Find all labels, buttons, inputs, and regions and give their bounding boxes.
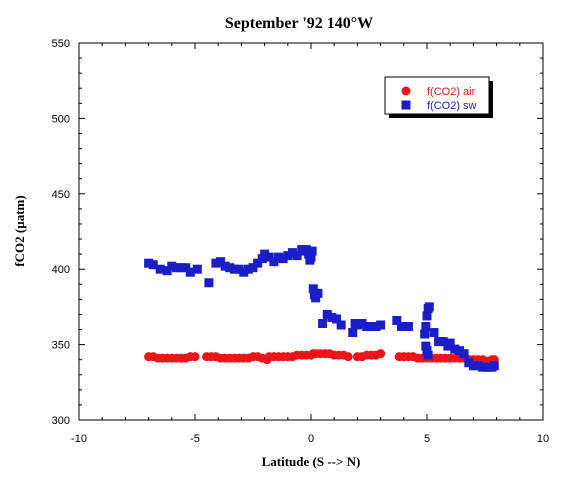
- sw-point: [450, 344, 460, 354]
- air-point: [376, 349, 386, 359]
- sw-point: [454, 346, 464, 356]
- y-tick-label: 400: [52, 264, 70, 276]
- chart-title: September '92 140°W: [225, 15, 373, 32]
- y-axis-label: fCO2 (µatm): [12, 195, 27, 266]
- air-point: [343, 352, 353, 362]
- sw-point: [348, 328, 358, 338]
- sw-point: [445, 338, 455, 348]
- sw-point: [176, 263, 186, 273]
- y-tick-label: 450: [52, 189, 70, 201]
- sw-point: [155, 264, 165, 274]
- sw-point: [269, 257, 279, 267]
- sw-point: [422, 346, 432, 356]
- sw-point: [171, 263, 181, 273]
- sw-point: [264, 252, 274, 262]
- sw-point: [423, 350, 433, 360]
- sw-point: [185, 267, 195, 277]
- sw-point: [424, 302, 434, 312]
- sw-point: [376, 320, 386, 330]
- sw-point: [301, 245, 311, 255]
- sw-point: [144, 258, 154, 268]
- sw-point: [311, 293, 321, 303]
- y-tick-label: 500: [52, 113, 70, 125]
- sw-point: [459, 349, 469, 359]
- y-tick-label: 350: [52, 340, 70, 352]
- sw-point: [468, 361, 478, 371]
- sw-point: [362, 322, 372, 332]
- sw-point: [243, 264, 253, 274]
- sw-point: [234, 264, 244, 274]
- sw-point: [308, 284, 318, 294]
- y-tick-label: 300: [52, 415, 70, 427]
- sw-point: [327, 312, 337, 322]
- sw-point: [216, 257, 226, 267]
- data-points: [144, 245, 499, 372]
- sw-point: [396, 322, 406, 332]
- sw-point: [257, 254, 267, 264]
- sw-point: [421, 322, 431, 332]
- sw-point: [229, 264, 239, 274]
- sw-point: [306, 252, 316, 262]
- x-axis-label: Latitude (S --> N): [262, 454, 361, 469]
- sw-point: [313, 288, 323, 298]
- sw-point: [204, 278, 214, 288]
- sw-point: [181, 263, 191, 273]
- sw-point: [192, 264, 202, 274]
- sw-point: [239, 267, 249, 277]
- x-tick-label: -5: [190, 433, 200, 445]
- sw-point: [292, 251, 302, 261]
- sw-point: [253, 258, 263, 268]
- x-tick-label: 5: [424, 433, 430, 445]
- legend-label-air: f(CO2) air: [427, 86, 476, 98]
- sw-point: [429, 328, 439, 338]
- sw-point: [322, 309, 332, 319]
- legend-label-sw: f(CO2) sw: [427, 100, 477, 112]
- sw-point: [422, 311, 432, 321]
- x-tick-label: -10: [71, 433, 87, 445]
- sw-point: [438, 337, 448, 347]
- sw-point: [283, 251, 293, 261]
- air-point: [190, 352, 200, 362]
- x-tick-label: 0: [308, 433, 314, 445]
- y-tick-label: 550: [52, 38, 70, 50]
- sw-point: [434, 337, 444, 347]
- sw-point: [274, 252, 284, 262]
- sw-point: [371, 322, 381, 332]
- sw-point: [148, 260, 158, 270]
- sw-point: [392, 315, 402, 325]
- series-sw: [144, 245, 499, 372]
- axis-ticks: [78, 42, 544, 421]
- series-air: [144, 349, 499, 366]
- sw-point: [220, 261, 230, 271]
- sw-point: [287, 248, 297, 258]
- x-tick-label: 10: [537, 433, 549, 445]
- sw-point: [332, 314, 342, 324]
- legend-marker-air: [401, 86, 411, 96]
- sw-point: [478, 362, 488, 372]
- sw-point: [162, 266, 172, 276]
- sw-point: [167, 261, 177, 271]
- sw-point: [366, 322, 376, 332]
- sw-point: [421, 341, 431, 351]
- sw-point: [489, 361, 499, 371]
- sw-point: [464, 358, 474, 368]
- sw-point: [482, 362, 492, 372]
- sw-point: [278, 254, 288, 264]
- sw-point: [357, 318, 367, 328]
- sw-point: [307, 246, 317, 256]
- axis-tick-labels: 300 350 400 450 500 550 -10 -5 0 5 10: [52, 38, 549, 445]
- sw-point: [336, 320, 346, 330]
- sw-point: [473, 361, 483, 371]
- sw-point: [420, 329, 430, 339]
- legend: f(CO2) air f(CO2) sw: [384, 76, 493, 118]
- sw-point: [248, 263, 258, 273]
- sw-point: [352, 320, 362, 330]
- sw-point: [260, 249, 270, 259]
- sw-point: [211, 258, 221, 268]
- legend-marker-sw: [401, 100, 411, 110]
- sw-point: [318, 318, 328, 328]
- sw-point: [225, 263, 235, 273]
- sw-point: [403, 322, 413, 332]
